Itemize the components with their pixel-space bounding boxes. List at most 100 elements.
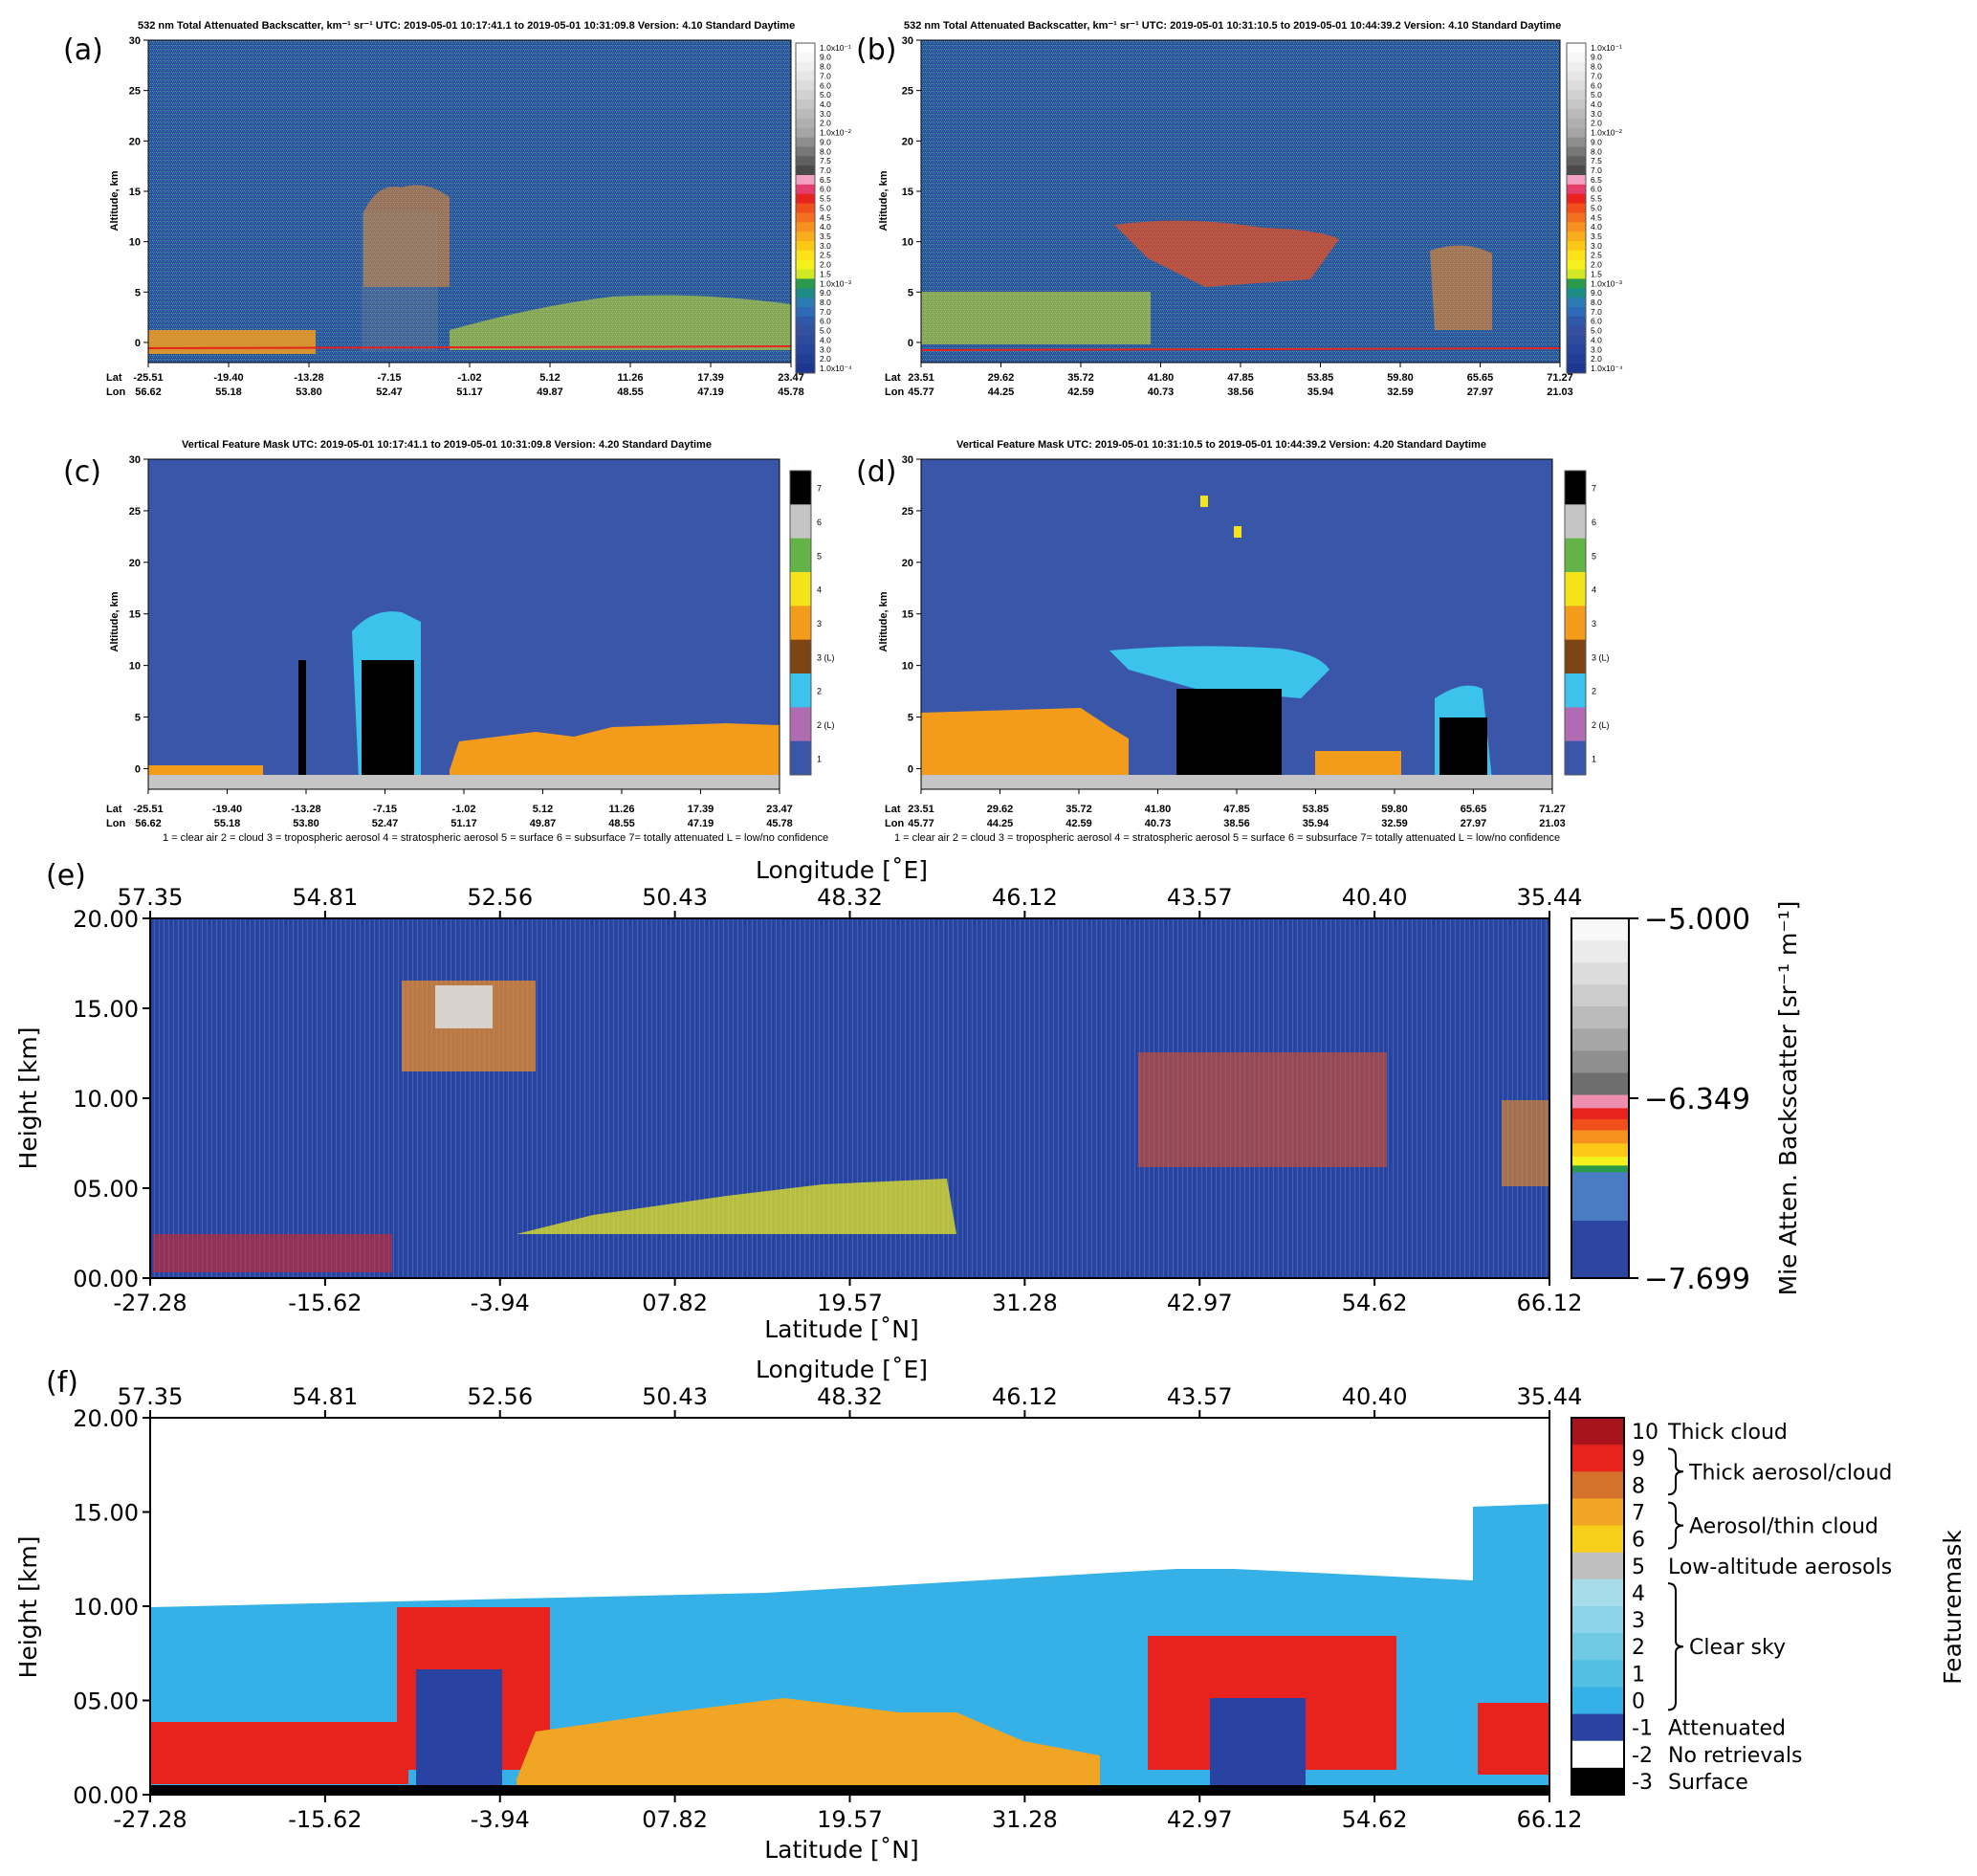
panel-c-aerosol-layer bbox=[450, 723, 780, 780]
colorbar-swatch bbox=[1567, 298, 1586, 308]
panel-a-boundary-layer-aerosol bbox=[148, 330, 316, 354]
lon-tick-label: 50.43 bbox=[642, 884, 708, 911]
c-lat-label: 17.39 bbox=[688, 804, 714, 815]
d-lon-label: 35.94 bbox=[1303, 818, 1329, 829]
panel-f-surface bbox=[150, 1785, 1549, 1795]
vfm-colorbar-label: 5 bbox=[1592, 551, 1596, 561]
vfm-colorbar-label: 2 bbox=[817, 687, 822, 696]
colorbar-swatch bbox=[796, 307, 815, 318]
a-lat-label: 5.12 bbox=[539, 372, 560, 384]
d-ytick-label: 25 bbox=[902, 506, 913, 518]
vfm-colorbar-label: 3 (L) bbox=[817, 652, 835, 662]
c-lon-label: 56.62 bbox=[135, 818, 162, 829]
a-ytick-label: 10 bbox=[129, 237, 141, 249]
colorbar-tick-label: 5.5 bbox=[1591, 194, 1602, 204]
ytick-label: 00.00 bbox=[73, 1782, 139, 1809]
lon-tick-label: 43.57 bbox=[1167, 884, 1233, 911]
panel-d-yticks: 0 5 10 15 20 25 30 bbox=[902, 454, 1553, 790]
a-ytick-label: 0 bbox=[135, 338, 141, 349]
panel-c-ylabel: Altitude, km bbox=[109, 591, 121, 651]
colorbar-swatch bbox=[796, 298, 815, 308]
e-colorbar-swatch bbox=[1571, 1094, 1629, 1109]
colorbar-tick-label: 3.0 bbox=[1591, 344, 1602, 354]
c-lat-label: -25.51 bbox=[133, 804, 163, 815]
d-lon-label: 44.25 bbox=[987, 818, 1014, 829]
lon-tick-label: 50.43 bbox=[642, 1383, 708, 1410]
d-lon-label: 32.59 bbox=[1381, 818, 1408, 829]
colorbar-swatch bbox=[796, 99, 815, 110]
colorbar-swatch bbox=[796, 52, 815, 63]
panel-c-surface-subsurface bbox=[148, 775, 780, 789]
f-colorbar-swatch bbox=[1571, 1633, 1624, 1661]
colorbar-swatch bbox=[796, 184, 815, 195]
colorbar-swatch bbox=[796, 344, 815, 355]
c-lat-label: -7.15 bbox=[373, 804, 397, 815]
panel-e-top-xlabel: Longitude [˚E] bbox=[756, 856, 928, 884]
colorbar-tick-label: 1.0x10⁻² bbox=[1591, 128, 1622, 138]
colorbar-swatch bbox=[1567, 166, 1586, 176]
d-lat-label: 35.72 bbox=[1065, 804, 1092, 815]
colorbar-tick-label: 6.0 bbox=[820, 80, 831, 90]
b-ytick-label: 15 bbox=[902, 187, 913, 198]
f-colorbar-brace bbox=[1667, 1501, 1684, 1550]
f-colorbar-swatch bbox=[1571, 1471, 1624, 1499]
panel-d-attenuated-north bbox=[1439, 717, 1487, 780]
vfm-colorbar-swatch bbox=[1565, 504, 1586, 540]
colorbar-tick-label: 8.0 bbox=[820, 146, 831, 156]
panel-label-c: (c) bbox=[63, 455, 101, 489]
c-lat-label: 5.12 bbox=[533, 804, 553, 815]
e-colorbar-swatch bbox=[1571, 1006, 1629, 1029]
colorbar-tick-label: 6.0 bbox=[820, 317, 831, 326]
colorbar-swatch bbox=[796, 109, 815, 120]
panel-f: (f) Longitude [˚E] 00.00 05.00 10.00 15.00 2… bbox=[14, 1356, 1966, 1864]
panel-a-cloud-column bbox=[362, 212, 438, 351]
colorbar-swatch bbox=[796, 193, 815, 205]
lat-tick-label: -27.28 bbox=[113, 1290, 187, 1316]
f-colorbar-value: 7 bbox=[1632, 1502, 1645, 1526]
a-lat-label: -19.40 bbox=[213, 372, 243, 384]
f-colorbar-value: -2 bbox=[1632, 1744, 1653, 1768]
colorbar-tick-label: 2.0 bbox=[1591, 119, 1602, 128]
colorbar-tick-label: 4.0 bbox=[820, 335, 831, 344]
f-colorbar-frame bbox=[1571, 1417, 1625, 1796]
colorbar-swatch bbox=[796, 175, 815, 186]
colorbar-tick-label: 5.5 bbox=[820, 194, 831, 204]
colorbar-tick-label: 6.0 bbox=[1591, 185, 1602, 194]
ytick-label: 20.00 bbox=[73, 1405, 139, 1432]
panel-c-lat-ticks: -25.51 56.62 -19.40 55.18 -13.28 53.80 -7.15 52… bbox=[133, 789, 793, 829]
b-lat-label: 65.65 bbox=[1467, 372, 1494, 384]
panel-f-features bbox=[150, 1504, 1549, 1795]
panel-e-features bbox=[153, 981, 1549, 1272]
colorbar-swatch bbox=[1567, 241, 1586, 252]
colorbar-tick-label: 7.0 bbox=[1591, 166, 1602, 175]
f-colorbar-swatch bbox=[1571, 1713, 1624, 1742]
panel-f-top-xlabel: Longitude [˚E] bbox=[756, 1356, 928, 1383]
colorbar-tick-label: 1.5 bbox=[820, 269, 831, 278]
panel-f-cloud-far-north bbox=[1478, 1703, 1549, 1775]
panel-f-ylabel: Height [km] bbox=[14, 1536, 42, 1679]
f-colorbar-value: -1 bbox=[1632, 1717, 1653, 1741]
vfm-colorbar-label: 6 bbox=[1592, 518, 1596, 527]
colorbar-tick-label: 2.0 bbox=[820, 260, 831, 270]
vfm-colorbar-label: 4 bbox=[1592, 585, 1596, 595]
f-colorbar-value: -3 bbox=[1632, 1771, 1653, 1795]
d-lon-label: 38.56 bbox=[1223, 818, 1250, 829]
panel-d-ylabel: Altitude, km bbox=[878, 591, 890, 651]
f-colorbar-value: 10 bbox=[1632, 1421, 1658, 1445]
colorbar-swatch bbox=[796, 212, 815, 223]
lat-tick-label: -3.94 bbox=[471, 1290, 530, 1316]
d-lat-label: 29.62 bbox=[987, 804, 1014, 815]
panel-d-lat-ticks: 23.51 45.77 29.62 44.25 35.72 42.59 41.80 40.73… bbox=[908, 789, 1566, 829]
vfm-colorbar-swatch bbox=[790, 471, 811, 505]
colorbar-tick-label: 5.0 bbox=[820, 326, 831, 336]
colorbar-swatch bbox=[1567, 344, 1586, 355]
colorbar-tick-label: 1.0x10⁻⁴ bbox=[820, 364, 852, 373]
c-ytick-label: 5 bbox=[135, 713, 141, 724]
f-colorbar-class-label: Thick cloud bbox=[1667, 1421, 1788, 1445]
panel-d-footnote: 1 = clear air 2 = cloud 3 = tropospheric… bbox=[894, 832, 1560, 844]
colorbar-tick-label: 7.0 bbox=[820, 307, 831, 317]
c-ytick-label: 20 bbox=[129, 558, 141, 569]
vfm-colorbar-label: 3 bbox=[1592, 619, 1596, 629]
panel-b-cloud-north bbox=[1430, 245, 1492, 330]
colorbar-swatch bbox=[1567, 325, 1586, 337]
